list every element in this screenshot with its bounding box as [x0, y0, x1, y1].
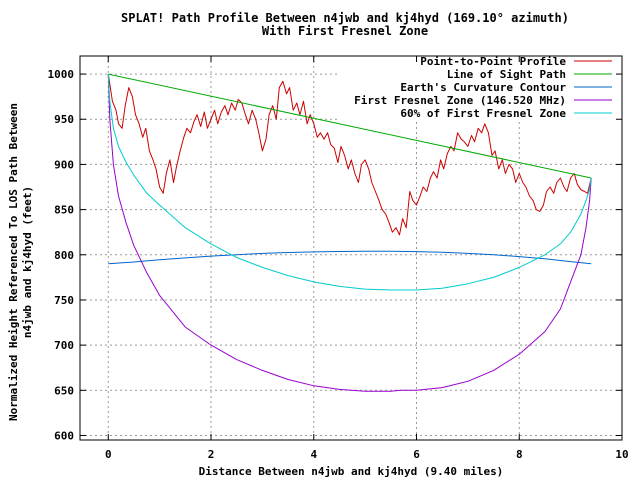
legend-label-3: First Fresnel Zone (146.520 MHz)	[354, 94, 566, 107]
y-tick-label: 850	[54, 204, 74, 217]
y-tick-label: 750	[54, 294, 74, 307]
chart-title: SPLAT! Path Profile Between n4jwb and kj…	[121, 11, 569, 25]
series-line-4	[107, 74, 592, 291]
y-tick-label: 700	[54, 339, 74, 352]
x-tick-label: 4	[310, 448, 317, 461]
x-tick-label: 6	[413, 448, 420, 461]
y-tick-label: 650	[54, 384, 74, 397]
y-tick-label: 1000	[48, 68, 75, 81]
y-axis-label-line2: n4jwb and kj4hyd (feet)	[21, 186, 34, 338]
x-tick-label: 10	[615, 448, 628, 461]
y-tick-label: 950	[54, 113, 74, 126]
legend-label-4: 60% of First Fresnel Zone	[400, 107, 566, 120]
y-tick-label: 600	[54, 429, 74, 442]
y-axis-label-line1: Normalized Height Referenced To LOS Path…	[7, 103, 20, 421]
x-tick-label: 0	[105, 448, 112, 461]
series-lines	[107, 73, 592, 392]
legend-label-0: Point-to-Point Profile	[420, 55, 566, 68]
plot-border	[79, 55, 623, 441]
series-line-0	[107, 74, 592, 236]
axis-ticks: 0 2 4 6 8 10 600 650 700 750 800 850 900 950 1000	[48, 56, 629, 461]
legend-label-1: Line of Sight Path	[447, 68, 566, 81]
x-tick-label: 2	[208, 448, 215, 461]
series-line-3	[107, 74, 592, 392]
x-axis-label: Distance Between n4jwb and kj4hyd (9.40 …	[199, 465, 504, 478]
series-line-2	[108, 250, 592, 265]
series-line-1	[108, 73, 592, 179]
x-tick-label: 8	[516, 448, 523, 461]
y-tick-label: 900	[54, 158, 74, 171]
y-tick-label: 800	[54, 249, 74, 262]
legend-label-2: Earth's Curvature Contour	[400, 81, 566, 94]
chart-subtitle: With First Fresnel Zone	[262, 24, 428, 38]
